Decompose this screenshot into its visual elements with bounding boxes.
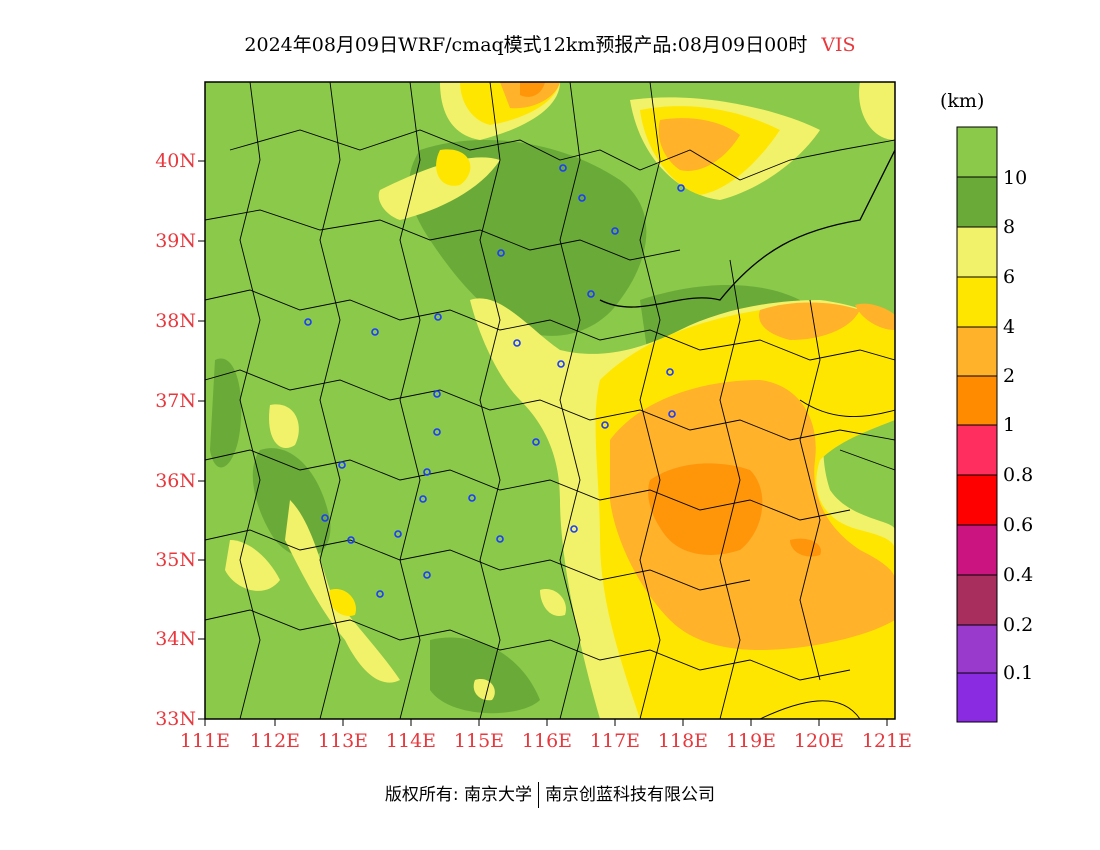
colorbar-label: 0.8 — [1003, 464, 1034, 486]
footer-company: 南京创蓝科技有限公司 — [545, 785, 716, 805]
axis-ticks — [198, 160, 888, 726]
station-marker — [347, 536, 355, 544]
x-label-118e: 118E — [657, 730, 709, 752]
colorbar-label: 8 — [1003, 216, 1016, 238]
colorbar-label: 4 — [1003, 316, 1016, 338]
x-label-115e: 115E — [453, 730, 505, 752]
colorbar-label: 10 — [1003, 167, 1028, 189]
station-marker — [304, 318, 312, 326]
y-label-36n: 36N — [155, 470, 196, 492]
title-main: 2024年08月09日WRF/cmaq模式12km预报产品:08月09日00时 — [244, 34, 808, 56]
footer-separator — [538, 782, 540, 808]
station-marker — [376, 590, 384, 598]
colorbar-label: 6 — [1003, 266, 1016, 288]
boundaries — [205, 82, 895, 719]
x-label-114e: 114E — [385, 730, 437, 752]
station-marker — [433, 390, 441, 398]
station-marker — [371, 328, 379, 336]
station-marker — [557, 360, 565, 368]
x-label-119e: 119E — [725, 730, 777, 752]
y-label-34n: 34N — [155, 628, 196, 650]
station-marker — [578, 194, 586, 202]
colorbar — [956, 126, 998, 723]
x-label-113e: 113E — [317, 730, 369, 752]
map-field — [205, 82, 895, 719]
y-label-33n: 33N — [155, 708, 196, 730]
footer-copyright: 版权所有: 南京大学 — [384, 785, 533, 805]
x-label-112e: 112E — [249, 730, 301, 752]
station-marker — [321, 514, 329, 522]
colorbar-label: 2 — [1003, 365, 1016, 387]
colorbar-unit: (km) — [940, 90, 985, 112]
x-label-116e: 116E — [521, 730, 573, 752]
x-label-111e: 111E — [179, 730, 231, 752]
y-label-35n: 35N — [155, 549, 196, 571]
colorbar-label: 0.1 — [1003, 662, 1034, 684]
station-marker — [611, 227, 619, 235]
station-marker — [434, 313, 442, 321]
station-marker — [423, 571, 431, 579]
station-marker — [423, 468, 431, 476]
colorbar-label: 0.2 — [1003, 614, 1034, 636]
title-variable: VIS — [821, 34, 856, 56]
station-marker — [677, 184, 685, 192]
colorbar-label: 0.6 — [1003, 514, 1034, 536]
station-marker — [497, 249, 505, 257]
station-marker — [338, 461, 346, 469]
x-label-121e: 121E — [861, 730, 913, 752]
station-marker — [666, 368, 674, 376]
colorbar-label: 1 — [1003, 414, 1016, 436]
footer: 版权所有: 南京大学 南京创蓝科技有限公司 — [0, 780, 1100, 808]
station-marker — [419, 495, 427, 503]
station-marker — [513, 339, 521, 347]
station-marker — [433, 428, 441, 436]
y-label-39n: 39N — [155, 230, 196, 252]
x-label-117e: 117E — [589, 730, 641, 752]
colorbar-label: 0.4 — [1003, 564, 1034, 586]
station-marker — [587, 290, 595, 298]
station-marker — [394, 530, 402, 538]
y-label-38n: 38N — [155, 310, 196, 332]
station-marker — [601, 421, 609, 429]
map-title: 2024年08月09日WRF/cmaq模式12km预报产品:08月09日00时 V… — [0, 30, 1100, 57]
station-marker — [559, 164, 567, 172]
station-marker — [668, 410, 676, 418]
y-label-40n: 40N — [155, 150, 196, 172]
x-label-120e: 120E — [793, 730, 845, 752]
station-marker — [468, 494, 476, 502]
y-label-37n: 37N — [155, 390, 196, 412]
station-markers — [304, 164, 685, 598]
station-marker — [532, 438, 540, 446]
station-marker — [570, 525, 578, 533]
station-marker — [496, 535, 504, 543]
